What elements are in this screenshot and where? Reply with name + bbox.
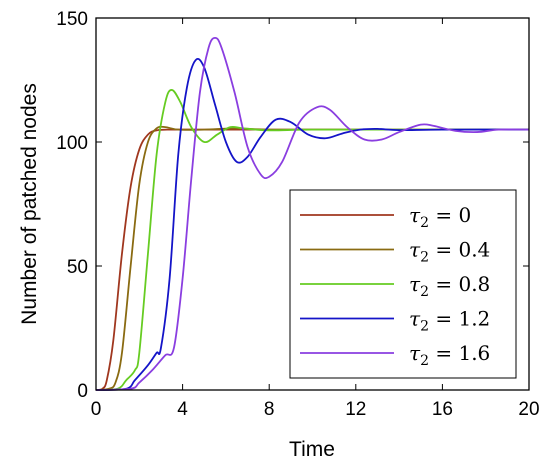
legend-subscript: 2 xyxy=(420,250,429,266)
legend-symbol: τ xyxy=(409,272,421,296)
series-line-4 xyxy=(95,36,530,391)
x-axis-label: Time xyxy=(289,438,335,461)
x-tick-label: 4 xyxy=(177,399,188,420)
y-tick-label: 50 xyxy=(67,257,88,278)
legend-label-2: τ2 = 0.8 xyxy=(409,272,490,300)
y-tick-label: 0 xyxy=(77,381,88,402)
x-tick-labels: 0 4 8 12 16 20 xyxy=(91,399,540,420)
axis-ticks xyxy=(95,17,530,391)
x-tick-label: 8 xyxy=(264,399,275,420)
x-tick-label: 20 xyxy=(518,399,539,420)
x-tick-label: 0 xyxy=(91,399,102,420)
legend-value: = 0 xyxy=(429,203,471,227)
legend-subscript: 2 xyxy=(420,319,429,335)
legend-label-1: τ2 = 0.4 xyxy=(409,238,490,266)
y-tick-label: 150 xyxy=(56,9,88,30)
legend-symbol: τ xyxy=(409,341,421,365)
x-tick-label: 16 xyxy=(432,399,453,420)
legend-symbol: τ xyxy=(409,307,421,331)
plot-frame xyxy=(95,17,530,391)
series-line-3 xyxy=(95,57,530,391)
legend-label-0: τ2 = 0 xyxy=(409,203,471,231)
legend-value: = 0.4 xyxy=(429,238,490,262)
legend-symbol: τ xyxy=(409,203,421,227)
y-tick-label: 100 xyxy=(56,133,88,154)
legend-label-3: τ2 = 1.2 xyxy=(409,307,490,335)
legend-label-4: τ2 = 1.6 xyxy=(409,341,490,369)
legend-value: = 1.2 xyxy=(429,307,490,331)
legend-subscript: 2 xyxy=(420,284,429,300)
y-tick-labels: 0 50 100 150 xyxy=(56,9,88,402)
x-tick-label: 12 xyxy=(345,399,366,420)
legend: τ2 = 0τ2 = 0.4τ2 = 0.8τ2 = 1.2τ2 = 1.6 xyxy=(289,189,517,379)
y-axis-label: Number of patched nodes xyxy=(18,83,41,325)
legend-subscript: 2 xyxy=(420,215,429,231)
series-line-2 xyxy=(95,89,529,391)
legend-subscript: 2 xyxy=(420,353,429,369)
plot-lines xyxy=(95,36,530,391)
legend-symbol: τ xyxy=(409,238,421,262)
legend-value: = 0.8 xyxy=(429,272,490,296)
legend-value: = 1.6 xyxy=(429,341,490,365)
